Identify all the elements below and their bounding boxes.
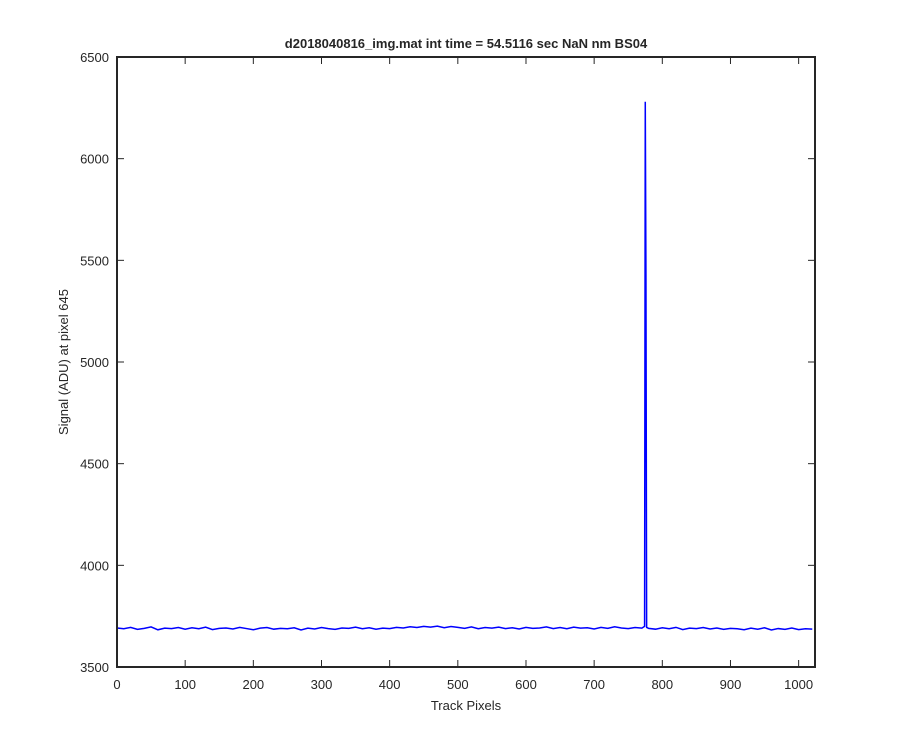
y-tick-label: 5000 bbox=[80, 355, 109, 370]
y-tick-label: 4000 bbox=[80, 558, 109, 573]
x-tick-label: 800 bbox=[651, 677, 673, 692]
y-tick-label: 4500 bbox=[80, 457, 109, 472]
y-tick-label: 5500 bbox=[80, 253, 109, 268]
x-tick-label: 300 bbox=[311, 677, 333, 692]
x-tick-label: 600 bbox=[515, 677, 537, 692]
x-tick-label: 200 bbox=[242, 677, 264, 692]
data-line bbox=[116, 101, 813, 631]
plot-frame bbox=[116, 56, 816, 668]
x-tick-label: 1000 bbox=[784, 677, 813, 692]
x-tick-label: 500 bbox=[447, 677, 469, 692]
x-tick-label: 900 bbox=[720, 677, 742, 692]
x-tick-label: 0 bbox=[113, 677, 120, 692]
y-tick-label: 6500 bbox=[80, 50, 109, 65]
x-tick-label: 400 bbox=[379, 677, 401, 692]
x-tick-label: 100 bbox=[174, 677, 196, 692]
x-axis-label: Track Pixels bbox=[431, 698, 502, 713]
y-axis-label: Signal (ADU) at pixel 645 bbox=[56, 289, 71, 435]
chart-title: d2018040816_img.mat int time = 54.5116 s… bbox=[285, 36, 648, 51]
y-tick-label: 6000 bbox=[80, 152, 109, 167]
x-tick-label: 700 bbox=[583, 677, 605, 692]
y-tick-label: 3500 bbox=[80, 660, 109, 675]
